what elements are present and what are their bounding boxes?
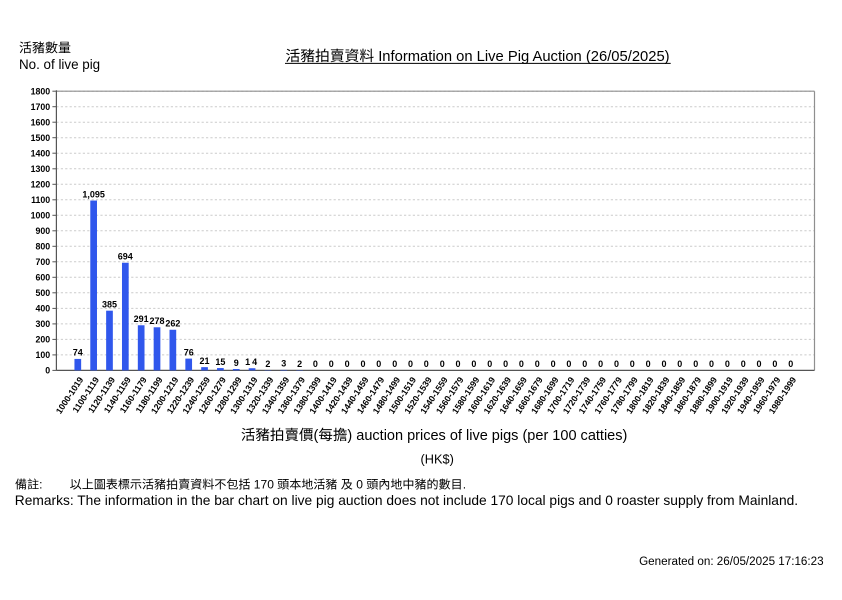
svg-text:1000: 1000	[31, 210, 51, 220]
svg-text:0: 0	[598, 359, 603, 369]
svg-text:900: 900	[36, 226, 51, 236]
svg-text:694: 694	[118, 252, 133, 262]
svg-text:1200: 1200	[31, 179, 51, 189]
svg-text:Generated on: 26/05/2025 17:16: Generated on: 26/05/2025 17:16:23	[639, 555, 823, 568]
svg-text:0: 0	[376, 359, 381, 369]
svg-text:76: 76	[184, 347, 194, 357]
svg-text:0: 0	[455, 359, 460, 369]
svg-text:0: 0	[471, 359, 476, 369]
svg-text:0: 0	[661, 359, 666, 369]
svg-text:0: 0	[440, 359, 445, 369]
svg-text::: :	[39, 478, 42, 492]
svg-text:0: 0	[566, 359, 571, 369]
svg-text:0: 0	[551, 359, 556, 369]
svg-text:1300: 1300	[31, 164, 51, 174]
svg-text:0: 0	[693, 359, 698, 369]
svg-text:0: 0	[424, 359, 429, 369]
svg-text:2: 2	[265, 359, 270, 369]
svg-text:2: 2	[297, 359, 302, 369]
svg-text:.: .	[463, 478, 466, 492]
svg-text:1800: 1800	[31, 86, 51, 96]
svg-text:200: 200	[36, 335, 51, 345]
svg-text:0: 0	[677, 359, 682, 369]
svg-text:0: 0	[313, 359, 318, 369]
svg-text:0: 0	[408, 359, 413, 369]
svg-text:1400: 1400	[31, 148, 51, 158]
svg-text:0: 0	[519, 359, 524, 369]
svg-text:3: 3	[281, 359, 286, 369]
svg-text:1700: 1700	[31, 102, 51, 112]
svg-text:0: 0	[772, 359, 777, 369]
svg-text:74: 74	[73, 348, 83, 358]
svg-text:9: 9	[234, 358, 239, 368]
svg-text:14: 14	[245, 357, 259, 367]
svg-text:Remarks: The information in th: Remarks: The information in the bar char…	[15, 493, 798, 508]
svg-text:0: 0	[725, 359, 730, 369]
svg-text:1500: 1500	[31, 133, 51, 143]
svg-text:0: 0	[756, 359, 761, 369]
svg-text:170: 170	[254, 478, 274, 492]
svg-text:0: 0	[329, 359, 334, 369]
svg-text:500: 500	[36, 288, 51, 298]
svg-text:15: 15	[215, 357, 225, 367]
svg-text:) auction prices of live pigs: ) auction prices of live pigs (per 100 c…	[347, 428, 627, 444]
svg-text:21: 21	[199, 356, 209, 366]
svg-text:700: 700	[36, 257, 51, 267]
svg-text:278: 278	[149, 316, 164, 326]
svg-text:291: 291	[134, 314, 149, 324]
svg-text:0: 0	[345, 359, 350, 369]
svg-text:0: 0	[788, 359, 793, 369]
svg-text:0: 0	[614, 359, 619, 369]
svg-text:0: 0	[487, 359, 492, 369]
svg-text:0: 0	[356, 478, 363, 492]
svg-text:385: 385	[102, 300, 117, 310]
svg-text:800: 800	[36, 241, 51, 251]
svg-text:0: 0	[535, 359, 540, 369]
svg-text:0: 0	[646, 359, 651, 369]
svg-text:0: 0	[392, 359, 397, 369]
svg-text:0: 0	[360, 359, 365, 369]
svg-text:0: 0	[630, 359, 635, 369]
svg-text:400: 400	[36, 304, 51, 314]
svg-text:0: 0	[582, 359, 587, 369]
svg-text:(: (	[314, 428, 319, 444]
svg-text:0: 0	[503, 359, 508, 369]
svg-text:300: 300	[36, 319, 51, 329]
svg-text:Information on Live Pig Auctio: Information on Live Pig Auction (26/05/2…	[378, 49, 669, 65]
svg-text:0: 0	[45, 366, 50, 376]
svg-text:1100: 1100	[31, 195, 50, 205]
svg-text:0: 0	[741, 359, 746, 369]
svg-text:1600: 1600	[31, 117, 51, 127]
svg-text:1,095: 1,095	[82, 189, 105, 199]
svg-text:(HK$): (HK$)	[421, 451, 454, 466]
svg-text:0: 0	[709, 359, 714, 369]
svg-text:No. of live pig: No. of live pig	[19, 57, 100, 72]
svg-text:262: 262	[165, 319, 180, 329]
svg-text:100: 100	[36, 350, 51, 360]
svg-text:600: 600	[36, 272, 51, 282]
